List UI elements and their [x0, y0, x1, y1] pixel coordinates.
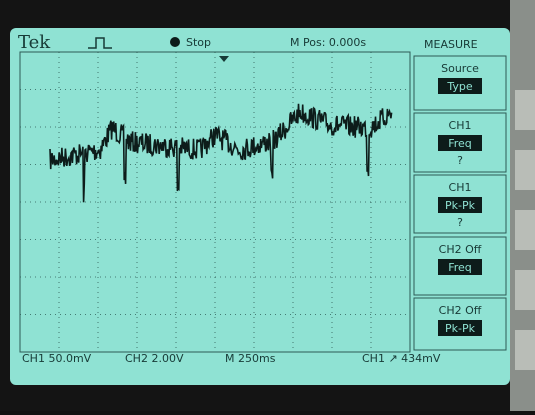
- timebase: M 250ms: [225, 352, 276, 365]
- menu-label: CH1: [449, 119, 472, 132]
- menu-value: Pk-Pk: [445, 322, 476, 335]
- menu-value-bg: [438, 259, 482, 275]
- menu-label: CH2 Off: [439, 304, 482, 317]
- menu-box: [413, 236, 507, 296]
- menu-value-bg: [438, 320, 482, 336]
- menu-label: CH1: [449, 181, 472, 194]
- ch1-scale: CH1 50.0mV: [22, 352, 92, 365]
- menu-box: [413, 174, 507, 234]
- acquisition-icon: [88, 37, 112, 49]
- position: M Pos: 0.000s: [290, 36, 366, 49]
- menu-value-bg: [438, 135, 482, 151]
- trigger-position-marker: [219, 56, 229, 62]
- graticule: [19, 51, 411, 353]
- menu-reading: ?: [457, 216, 463, 229]
- ch2-scale: CH2 2.00V: [125, 352, 184, 365]
- menu-box: [413, 112, 507, 173]
- menu-label: CH2 Off: [439, 243, 482, 256]
- waveform: [49, 103, 393, 203]
- menu-value: Freq: [448, 261, 472, 274]
- side-buttons: [515, 90, 535, 370]
- menu-value: Type: [446, 80, 472, 93]
- menu-value: Pk-Pk: [445, 199, 476, 212]
- menu-value: Freq: [448, 137, 472, 150]
- menu-reading: ?: [457, 154, 463, 167]
- screen: [10, 28, 510, 385]
- stop-indicator: [170, 37, 180, 47]
- menu-title: MEASURE: [424, 38, 478, 51]
- trigger-readout: CH1 ↗ 434mV: [362, 352, 441, 365]
- measure-menu: Source Type CH1 Freq? CH1 Pk-Pk? CH2 Off Freq CH…: [413, 55, 507, 351]
- status: Stop: [186, 36, 211, 49]
- menu-box: [413, 55, 507, 111]
- menu-box: [413, 297, 507, 351]
- brand: Tek: [18, 32, 51, 53]
- menu-value-bg: [438, 197, 482, 213]
- menu-label: Source: [441, 62, 479, 75]
- menu-value-bg: [438, 78, 482, 94]
